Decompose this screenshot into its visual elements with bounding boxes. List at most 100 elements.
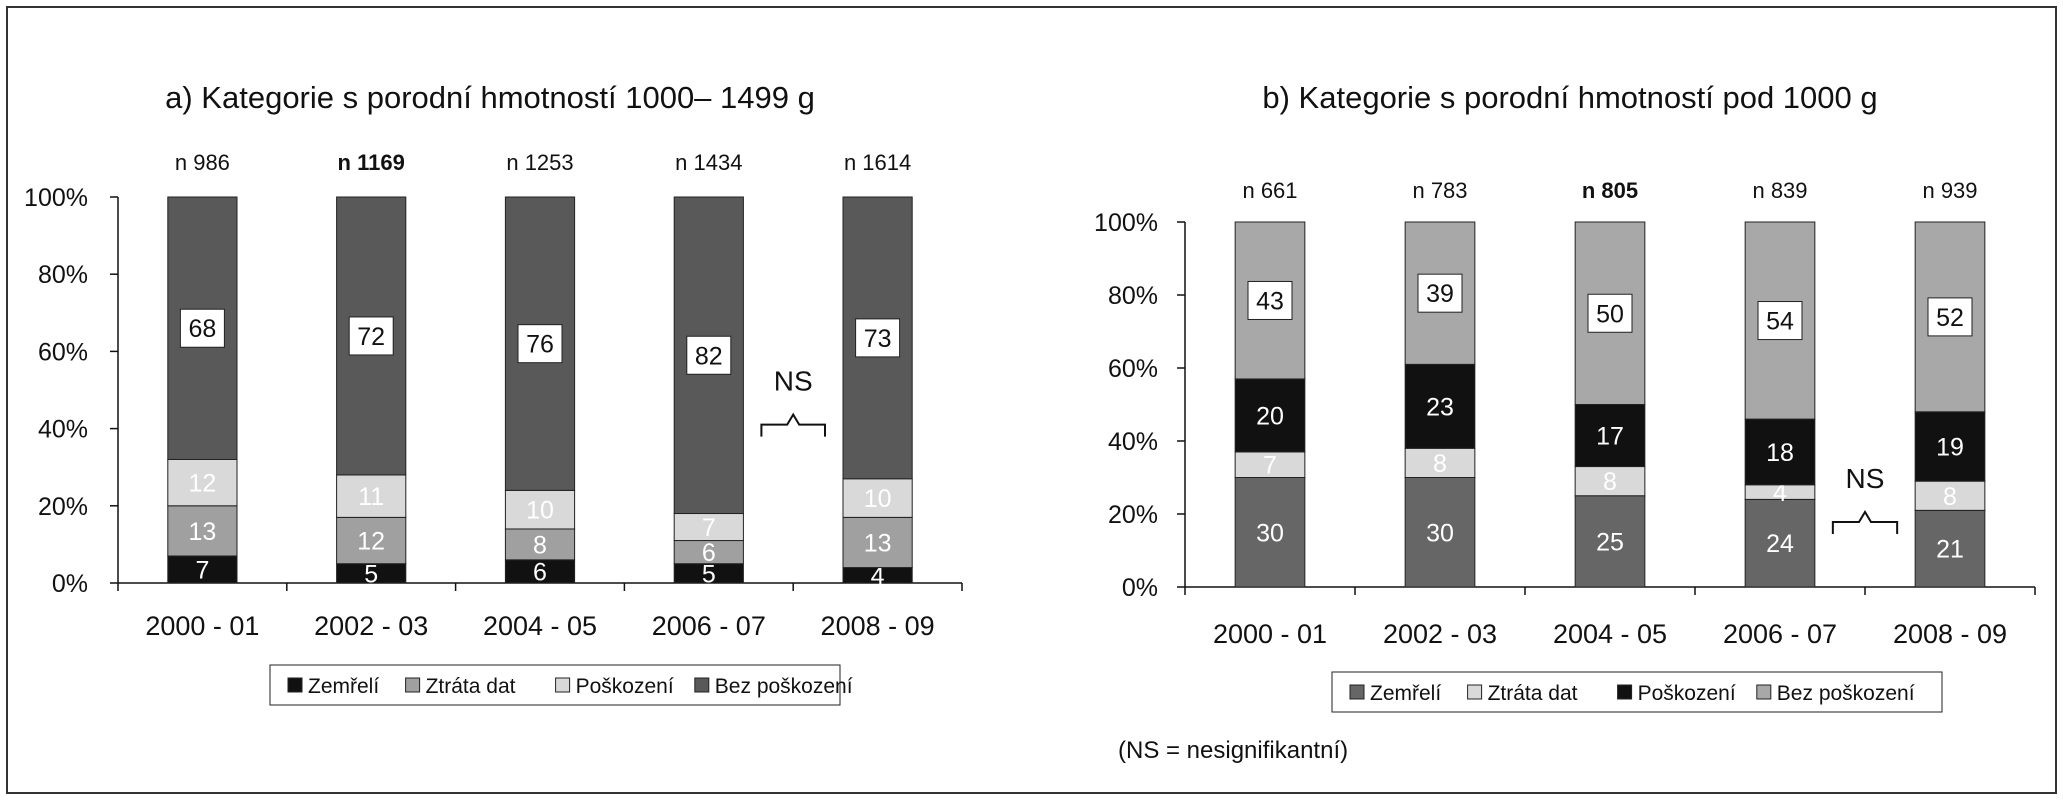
data-label-box bbox=[1587, 293, 1633, 333]
n-label: n 1253 bbox=[506, 150, 573, 175]
data-label: 13 bbox=[864, 529, 892, 557]
outer-frame bbox=[6, 6, 2057, 794]
data-label: 30 bbox=[1256, 519, 1284, 547]
y-tick-label: 0% bbox=[52, 570, 88, 598]
legend-swatch bbox=[1617, 684, 1633, 700]
bar-segment bbox=[1234, 451, 1306, 479]
bar-segment bbox=[842, 516, 913, 569]
data-label: 8 bbox=[533, 531, 547, 559]
n-label: n 986 bbox=[175, 150, 230, 175]
data-label: 5 bbox=[364, 560, 378, 588]
panel-frame bbox=[1065, 25, 2040, 722]
x-tick-label: 2000 - 01 bbox=[145, 611, 259, 641]
legend-swatch bbox=[1467, 684, 1483, 700]
n-label: n 1169 bbox=[338, 150, 405, 175]
n-label: n 805 bbox=[1582, 178, 1638, 203]
data-label: 4 bbox=[871, 562, 885, 590]
y-tick-label: 0% bbox=[1122, 574, 1158, 602]
bar-segment bbox=[167, 505, 238, 557]
data-label-box bbox=[517, 324, 563, 364]
data-label: 7 bbox=[702, 514, 716, 542]
data-label: 12 bbox=[188, 470, 216, 498]
legend-swatch bbox=[555, 677, 571, 693]
bar-segment bbox=[504, 489, 576, 530]
data-label-box bbox=[1927, 297, 1973, 337]
footnote: (NS = nesignifikantní) bbox=[1118, 737, 1348, 764]
x-tick-label: 2008 - 09 bbox=[821, 611, 935, 641]
ns-bracket bbox=[1831, 510, 1899, 534]
x-tick-label: 2002 - 03 bbox=[314, 611, 428, 641]
data-label: 25 bbox=[1596, 528, 1624, 556]
legend-swatch bbox=[1349, 684, 1365, 700]
data-label: 76 bbox=[526, 331, 554, 359]
data-label: 50 bbox=[1596, 300, 1624, 328]
data-label: 4 bbox=[1773, 479, 1787, 507]
data-label: 68 bbox=[188, 315, 216, 343]
legend-box bbox=[269, 664, 841, 706]
data-label: 6 bbox=[533, 558, 547, 586]
chart-b: b) Kategorie s porodní hmotností pod 100… bbox=[1065, 25, 2040, 722]
bar-segment bbox=[1234, 477, 1306, 588]
y-tick-label: 80% bbox=[1108, 282, 1158, 310]
n-label: n 661 bbox=[1242, 178, 1297, 203]
ns-label: NS bbox=[1846, 463, 1885, 494]
bar-segment bbox=[1574, 404, 1646, 468]
data-label: 8 bbox=[1603, 468, 1617, 496]
legend-label: Zemřelí bbox=[1370, 682, 1441, 705]
y-tick-label: 80% bbox=[38, 261, 88, 289]
bar-segment bbox=[1744, 418, 1816, 486]
x-tick-label: 2004 - 05 bbox=[483, 611, 597, 641]
data-label: 17 bbox=[1596, 423, 1624, 451]
legend-label: Ztráta dat bbox=[1488, 682, 1578, 705]
data-label-box bbox=[348, 316, 394, 356]
data-label: 21 bbox=[1936, 536, 1964, 564]
data-label: 54 bbox=[1766, 308, 1794, 336]
y-tick-label: 100% bbox=[24, 184, 88, 212]
ns-label: NS bbox=[774, 366, 813, 397]
legend-label: Bez poškození bbox=[1777, 682, 1915, 705]
x-tick-label: 2000 - 01 bbox=[1213, 619, 1327, 649]
x-tick-label: 2002 - 03 bbox=[1383, 619, 1497, 649]
bar-segment bbox=[1914, 411, 1986, 482]
y-tick-label: 20% bbox=[38, 493, 88, 521]
data-label: 10 bbox=[526, 497, 554, 525]
x-tick-label: 2006 - 07 bbox=[1723, 619, 1837, 649]
chart-title: b) Kategorie s porodní hmotností pod 100… bbox=[1262, 80, 1877, 115]
legend-label: Zemřelí bbox=[308, 675, 379, 698]
data-label: 73 bbox=[864, 325, 892, 353]
n-label: n 839 bbox=[1752, 178, 1807, 203]
bar-segment bbox=[167, 458, 238, 507]
n-label: n 1614 bbox=[844, 150, 911, 175]
bar-segment bbox=[336, 516, 407, 565]
n-label: n 1434 bbox=[675, 150, 742, 175]
data-label: 39 bbox=[1426, 280, 1454, 308]
x-tick-label: 2004 - 05 bbox=[1553, 619, 1667, 649]
data-label: 52 bbox=[1936, 304, 1964, 332]
bar-segment bbox=[1234, 378, 1306, 453]
legend-swatch bbox=[405, 677, 421, 693]
n-label: n 939 bbox=[1922, 178, 1977, 203]
data-label: 43 bbox=[1256, 287, 1284, 315]
data-label: 5 bbox=[702, 560, 716, 588]
chart-a: a) Kategorie s porodní hmotností 1000– 1… bbox=[24, 80, 963, 706]
y-tick-label: 40% bbox=[1108, 428, 1158, 456]
data-label: 24 bbox=[1766, 530, 1794, 558]
y-tick-label: 60% bbox=[1108, 355, 1158, 383]
legend-box bbox=[1331, 671, 1943, 713]
y-tick-label: 20% bbox=[1108, 501, 1158, 529]
x-tick-label: 2008 - 09 bbox=[1893, 619, 2007, 649]
data-label: 72 bbox=[357, 323, 385, 351]
n-label: n 783 bbox=[1412, 178, 1467, 203]
data-label-box bbox=[855, 318, 901, 358]
data-label: 82 bbox=[695, 342, 723, 370]
data-label-box bbox=[1757, 301, 1803, 341]
bar-segment bbox=[1914, 480, 1986, 511]
bar-segment bbox=[336, 474, 407, 518]
data-label: 20 bbox=[1256, 402, 1284, 430]
legend-swatch bbox=[1756, 684, 1772, 700]
bar-segment bbox=[1914, 509, 1986, 588]
legend-swatch bbox=[287, 677, 303, 693]
y-tick-label: 100% bbox=[1094, 209, 1158, 237]
